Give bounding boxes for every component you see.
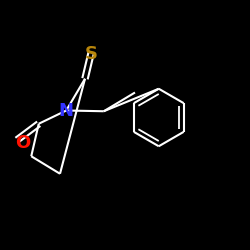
Text: N: N <box>59 102 74 120</box>
Text: S: S <box>85 45 98 63</box>
Text: O: O <box>15 134 30 152</box>
